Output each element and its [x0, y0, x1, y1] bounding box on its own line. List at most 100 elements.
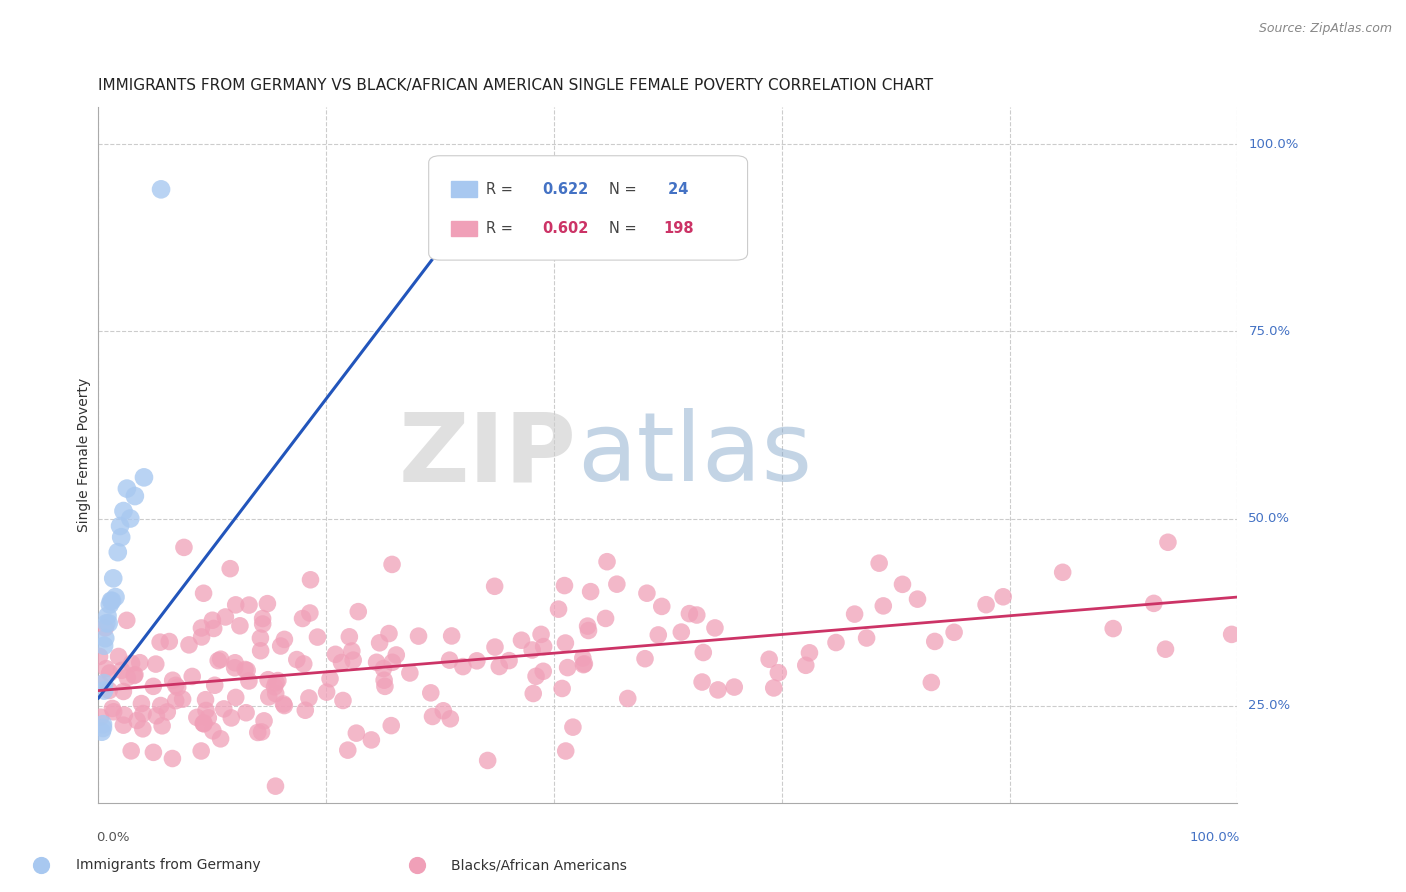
Point	[596, 555, 619, 569]
Point	[209, 731, 232, 746]
Point	[202, 622, 225, 636]
Point	[1143, 596, 1166, 610]
Point	[451, 659, 474, 673]
Point	[207, 654, 229, 668]
Point	[439, 653, 461, 667]
Point	[419, 686, 441, 700]
Point	[103, 571, 125, 585]
Point	[578, 624, 600, 638]
Point	[488, 659, 510, 673]
Point	[112, 684, 135, 698]
Point	[209, 652, 232, 666]
Point	[166, 681, 188, 695]
Point	[690, 675, 713, 690]
Point	[762, 681, 785, 695]
Point	[299, 573, 322, 587]
Point	[93, 683, 115, 698]
Point	[347, 605, 370, 619]
Point	[246, 725, 269, 739]
Point	[554, 636, 576, 650]
Point	[768, 665, 790, 680]
Point	[177, 638, 200, 652]
Point	[124, 667, 146, 681]
Point	[385, 648, 408, 662]
Point	[221, 711, 243, 725]
Point	[115, 482, 138, 496]
Point	[236, 664, 259, 678]
Point	[337, 630, 360, 644]
Point	[115, 613, 138, 627]
Point	[723, 680, 745, 694]
Point	[194, 692, 217, 706]
Point	[291, 611, 314, 625]
Point	[1220, 627, 1243, 641]
Point	[233, 663, 256, 677]
Point	[553, 578, 575, 592]
Text: 100.0%: 100.0%	[1249, 138, 1299, 151]
Text: 50.0%: 50.0%	[1249, 512, 1291, 525]
Point	[465, 654, 488, 668]
Point	[195, 704, 218, 718]
Point	[794, 658, 817, 673]
Point	[572, 657, 595, 672]
Point	[253, 714, 276, 728]
Point	[224, 661, 246, 675]
Point	[872, 599, 894, 613]
Point	[991, 590, 1014, 604]
Point	[93, 676, 115, 690]
Point	[264, 687, 287, 701]
Point	[891, 577, 914, 591]
Point	[238, 673, 260, 688]
Point	[344, 726, 367, 740]
Point	[107, 545, 129, 559]
Point	[90, 724, 112, 739]
Text: ZIP: ZIP	[399, 409, 576, 501]
Point	[422, 709, 444, 723]
Point	[193, 586, 215, 600]
Text: atlas: atlas	[576, 409, 811, 501]
Point	[190, 744, 212, 758]
Point	[315, 685, 337, 699]
Point	[868, 556, 890, 570]
Point	[616, 691, 638, 706]
Point	[758, 652, 780, 666]
Point	[212, 702, 235, 716]
Point	[855, 631, 877, 645]
Point	[98, 665, 121, 680]
Text: Source: ZipAtlas.com: Source: ZipAtlas.com	[1258, 22, 1392, 36]
Point	[120, 744, 142, 758]
Point	[378, 626, 401, 640]
Point	[250, 725, 273, 739]
Point	[150, 719, 173, 733]
Point	[98, 683, 121, 698]
Point	[294, 703, 316, 717]
Bar	[451, 221, 477, 236]
Point	[606, 577, 628, 591]
Point	[104, 590, 127, 604]
Point	[112, 504, 135, 518]
Text: 24: 24	[664, 182, 689, 196]
Point	[924, 634, 946, 648]
Point	[319, 672, 342, 686]
Point	[94, 631, 117, 645]
Point	[399, 665, 422, 680]
Point	[360, 733, 382, 747]
Point	[238, 598, 260, 612]
Point	[373, 673, 395, 688]
Point	[561, 720, 583, 734]
Point	[156, 705, 179, 719]
Point	[943, 625, 966, 640]
Text: Blacks/African Americans: Blacks/African Americans	[451, 858, 627, 872]
Point	[267, 673, 290, 688]
Point	[110, 530, 132, 544]
Point	[165, 678, 187, 692]
Point	[510, 633, 533, 648]
Point	[1157, 535, 1180, 549]
Point	[107, 649, 129, 664]
Point	[197, 711, 219, 725]
Point	[142, 745, 165, 759]
Point	[94, 621, 117, 635]
Text: N =: N =	[609, 182, 641, 196]
Text: R =: R =	[485, 221, 517, 236]
Point	[132, 470, 155, 484]
